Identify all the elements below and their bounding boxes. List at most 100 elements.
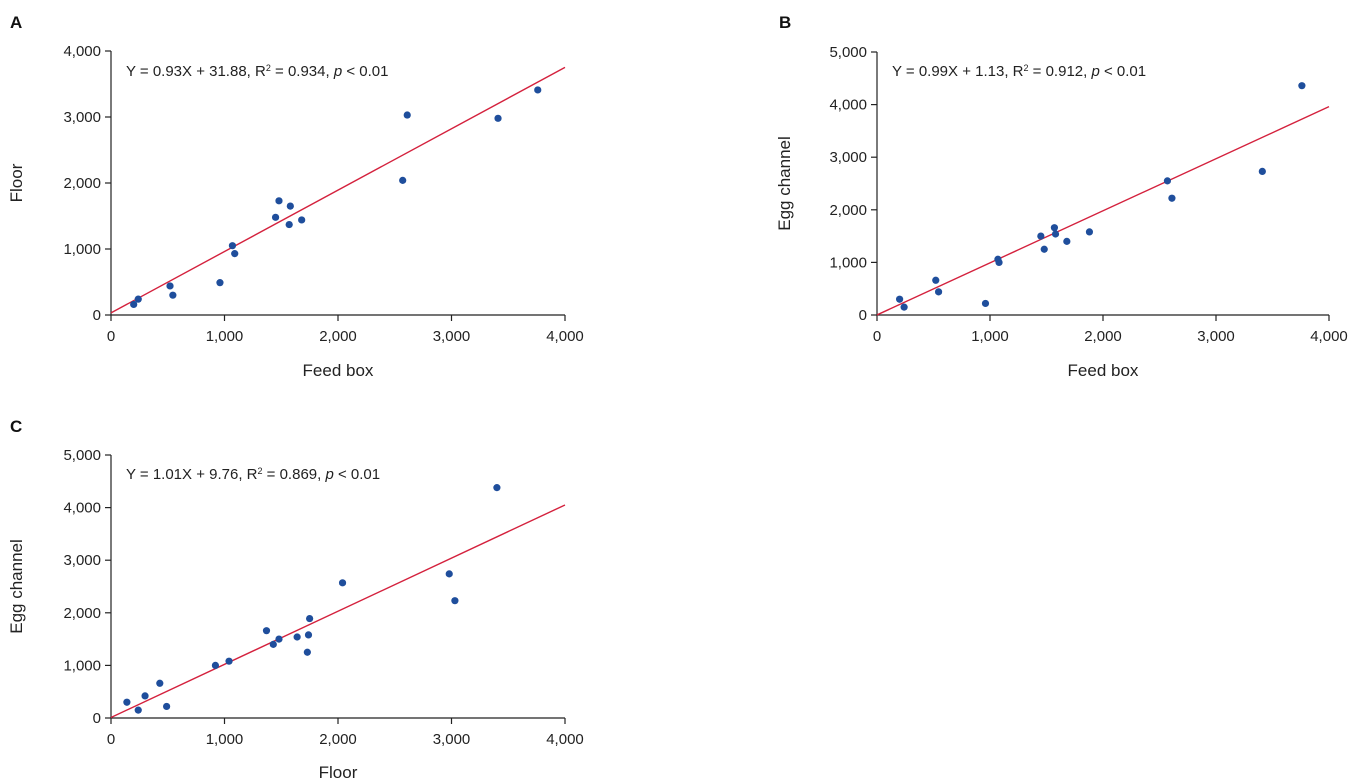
x-tick-label: 0 (107, 328, 115, 345)
y-tick-label: 4,000 (63, 500, 101, 517)
x-tick-label: 2,000 (319, 328, 357, 345)
y-tick-label: 5,000 (829, 44, 867, 61)
data-point (534, 86, 542, 94)
x-tick-label: 2,000 (1084, 328, 1122, 345)
data-point (934, 288, 943, 296)
data-point (225, 657, 233, 665)
x-tick-label: 0 (873, 328, 881, 345)
equation-mid: = 0.934, (271, 63, 334, 80)
data-point (285, 220, 293, 229)
data-point (1040, 245, 1048, 253)
equation-p: p (324, 466, 333, 483)
y-tick-label: 1,000 (829, 254, 867, 271)
data-point (166, 282, 174, 290)
equation-mid: = 0.869, (263, 466, 326, 483)
x-tick-label: 4,000 (546, 328, 584, 345)
data-point (900, 303, 908, 311)
x-tick-label: 4,000 (546, 731, 584, 748)
equation-sup: 2 (266, 63, 271, 73)
y-tick-label: 4,000 (829, 97, 867, 114)
data-point (303, 648, 311, 656)
data-point (134, 295, 142, 303)
regression-equation: Y = 0.99X + 1.13, R2 = 0.912, p < 0.01 (892, 63, 1146, 80)
data-point (1063, 237, 1071, 245)
x-tick-label: 3,000 (433, 731, 471, 748)
y-tick-label: 3,000 (829, 149, 867, 166)
x-tick-label: 3,000 (1197, 328, 1235, 345)
regression-line (876, 106, 1330, 316)
data-point (399, 176, 407, 184)
y-tick-label: 0 (859, 307, 867, 324)
regression-equation: Y = 0.93X + 31.88, R2 = 0.934, p < 0.01 (126, 63, 388, 80)
equation-p: p (1090, 63, 1099, 80)
data-point (123, 698, 131, 706)
panel-label: B (779, 13, 791, 32)
y-tick-label: 0 (93, 307, 101, 324)
equation-p: p (333, 63, 342, 80)
y-tick-label: 5,000 (63, 447, 101, 464)
x-tick-label: 1,000 (206, 328, 244, 345)
data-point (228, 242, 237, 250)
x-tick-label: 0 (107, 731, 115, 748)
data-point (216, 279, 224, 287)
data-point (275, 635, 283, 643)
data-point (304, 631, 313, 639)
equation-suffix: < 0.01 (342, 63, 388, 80)
data-point (338, 579, 347, 587)
data-point (1051, 230, 1060, 238)
equation-mid: = 0.912, (1029, 63, 1092, 80)
data-point (1168, 194, 1176, 202)
data-point (293, 633, 301, 641)
data-point (896, 295, 904, 303)
y-tick-label: 0 (93, 710, 101, 727)
y-tick-label: 2,000 (63, 175, 101, 192)
data-point (995, 258, 1003, 266)
data-point (134, 706, 142, 714)
x-axis-title: Feed box (303, 361, 374, 380)
equation-suffix: < 0.01 (1100, 63, 1146, 80)
data-point (211, 661, 220, 670)
data-point (981, 299, 990, 308)
data-point (306, 614, 314, 623)
data-point (298, 216, 306, 224)
y-tick-label: 1,000 (63, 657, 101, 674)
equation-prefix: Y = 0.99X + 1.13, R (892, 63, 1024, 80)
panel-label: C (10, 417, 22, 436)
data-point (451, 597, 459, 605)
data-point (271, 213, 280, 221)
data-point (1085, 228, 1094, 236)
data-point (1163, 177, 1172, 185)
equation-prefix: Y = 1.01X + 9.76, R (126, 466, 258, 483)
data-point (275, 197, 283, 205)
regression-equation: Y = 1.01X + 9.76, R2 = 0.869, p < 0.01 (126, 466, 380, 483)
y-axis-title: Egg channel (775, 136, 794, 231)
data-point (403, 111, 411, 119)
data-point (163, 702, 171, 711)
x-axis-title: Floor (319, 763, 358, 782)
data-point (130, 300, 138, 309)
x-tick-label: 1,000 (206, 731, 244, 748)
y-tick-label: 1,000 (63, 241, 101, 258)
data-point (269, 640, 277, 648)
data-point (1050, 224, 1059, 232)
regression-line (110, 504, 566, 719)
data-point (169, 291, 177, 299)
data-point (1298, 82, 1306, 90)
x-tick-label: 3,000 (433, 328, 471, 345)
data-point (445, 570, 453, 578)
data-point (932, 276, 940, 284)
data-point (156, 679, 164, 687)
y-tick-label: 2,000 (829, 202, 867, 219)
equation-sup: 2 (1023, 63, 1028, 73)
panel-a: A 0 1,000 2,000 3,000 4,000 0 1,000 2,000 3,000 4,… (7, 13, 584, 380)
x-tick-label: 2,000 (319, 731, 357, 748)
data-point (141, 692, 149, 700)
y-axis-title: Floor (7, 163, 26, 202)
regression-line (110, 66, 566, 314)
data-point (493, 484, 501, 492)
data-point (231, 250, 239, 258)
y-tick-label: 2,000 (63, 605, 101, 622)
data-point (494, 114, 502, 122)
y-tick-label: 4,000 (63, 43, 101, 60)
